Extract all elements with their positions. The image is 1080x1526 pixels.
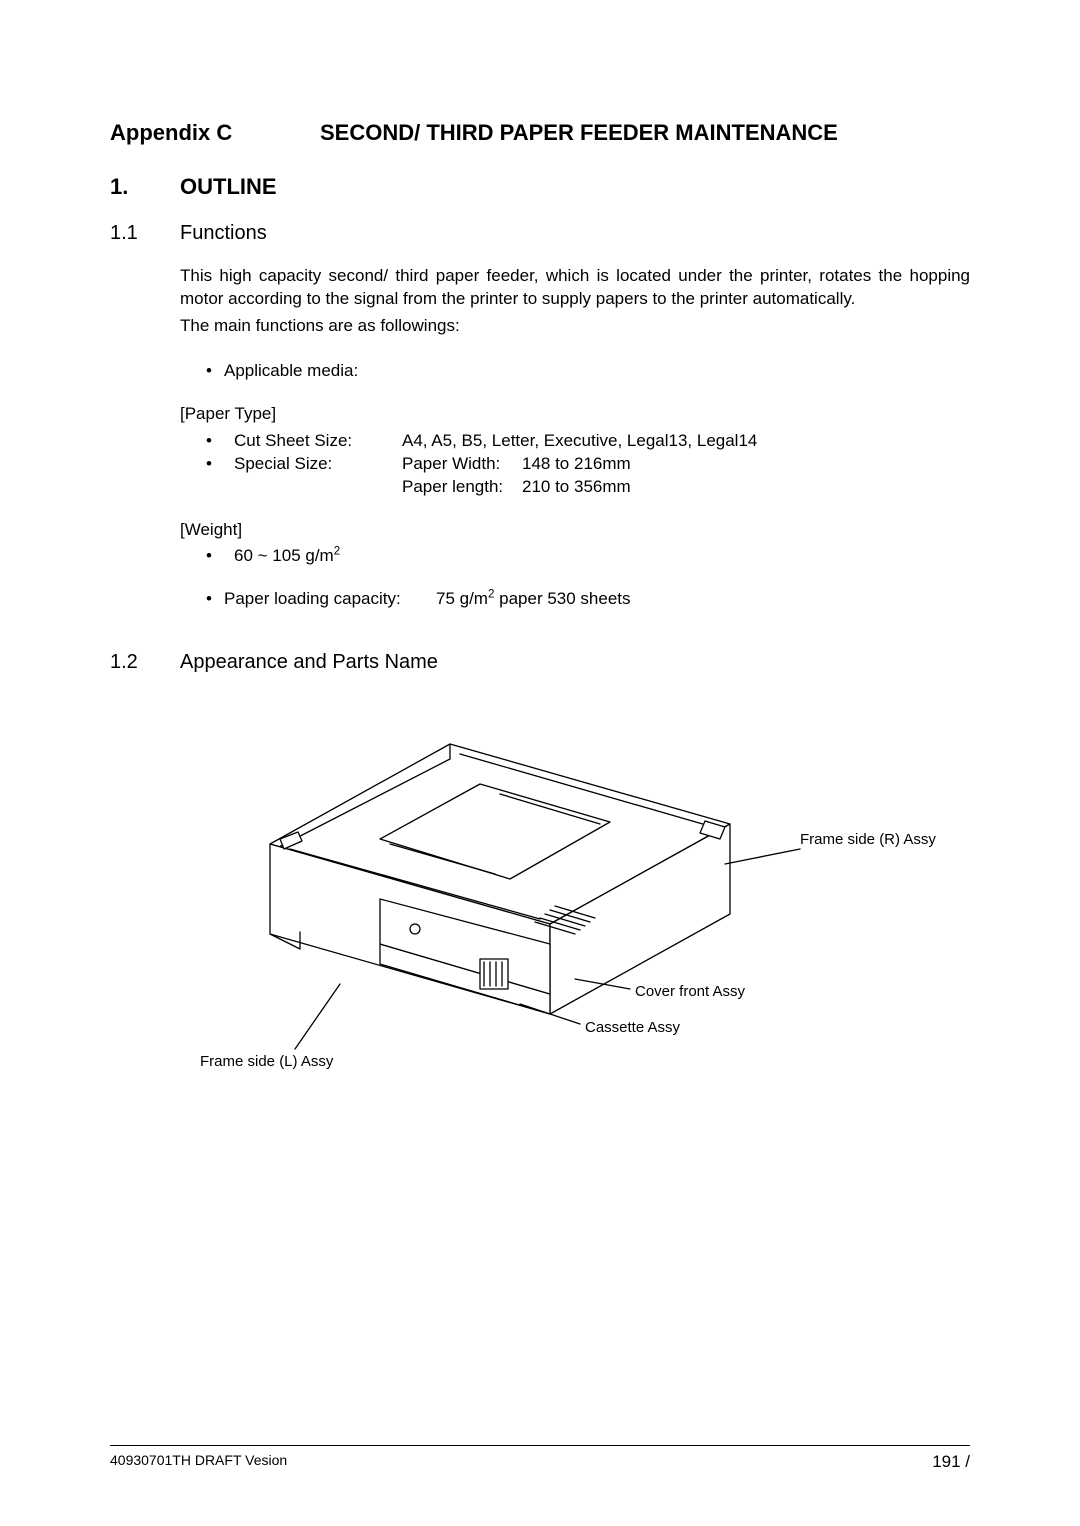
diagram-label-cover: Cover front Assy bbox=[635, 983, 746, 1000]
appendix-title: SECOND/ THIRD PAPER FEEDER MAINTENANCE bbox=[320, 120, 838, 146]
appendix-label: Appendix C bbox=[110, 120, 320, 146]
diagram-label-frame-r: Frame side (R) Assy bbox=[800, 831, 936, 848]
special-size-key: Special Size: bbox=[234, 453, 402, 499]
subsection-number: 1.2 bbox=[110, 651, 180, 674]
subsection-heading: Functions bbox=[180, 222, 267, 245]
capacity-value: 75 g/m2 paper 530 sheets bbox=[436, 588, 631, 611]
paper-length-key: Paper length: bbox=[402, 476, 522, 499]
section-number: 1. bbox=[110, 174, 180, 200]
cut-sheet-key: Cut Sheet Size: bbox=[234, 430, 402, 453]
weight-header: [Weight] bbox=[180, 519, 970, 542]
footer-left: 40930701TH DRAFT Vesion bbox=[110, 1452, 287, 1472]
paper-type-header: [Paper Type] bbox=[180, 403, 970, 426]
page-footer: 40930701TH DRAFT Vesion 191 / bbox=[110, 1445, 970, 1472]
bullet-icon: • bbox=[206, 588, 224, 611]
diagram-label-cassette: Cassette Assy bbox=[585, 1019, 681, 1036]
bullet-icon: • bbox=[206, 360, 224, 383]
intro-paragraph-2: The main functions are as followings: bbox=[180, 315, 970, 338]
cut-sheet-value: A4, A5, B5, Letter, Executive, Legal13, … bbox=[402, 430, 970, 453]
paper-width-key: Paper Width: bbox=[402, 453, 522, 476]
capacity-key: Paper loading capacity: bbox=[224, 588, 401, 611]
intro-paragraph-1: This high capacity second/ third paper f… bbox=[180, 265, 970, 311]
bullet-icon: • bbox=[206, 453, 234, 499]
subsection-number: 1.1 bbox=[110, 222, 180, 245]
applicable-media-label: Applicable media: bbox=[224, 360, 358, 383]
subsection-heading: Appearance and Parts Name bbox=[180, 651, 438, 674]
weight-value: 60 ~ 105 g/m2 bbox=[234, 545, 340, 568]
section-heading: OUTLINE bbox=[180, 174, 277, 200]
diagram-label-frame-l: Frame side (L) Assy bbox=[200, 1053, 334, 1070]
footer-page-number: 191 / bbox=[932, 1452, 970, 1472]
feeder-diagram: Frame side (R) Assy Cover front Assy Cas… bbox=[180, 704, 970, 1134]
bullet-icon: • bbox=[206, 545, 234, 568]
bullet-icon: • bbox=[206, 430, 234, 453]
paper-width-value: 148 to 216mm bbox=[522, 453, 631, 476]
paper-length-value: 210 to 356mm bbox=[522, 476, 631, 499]
